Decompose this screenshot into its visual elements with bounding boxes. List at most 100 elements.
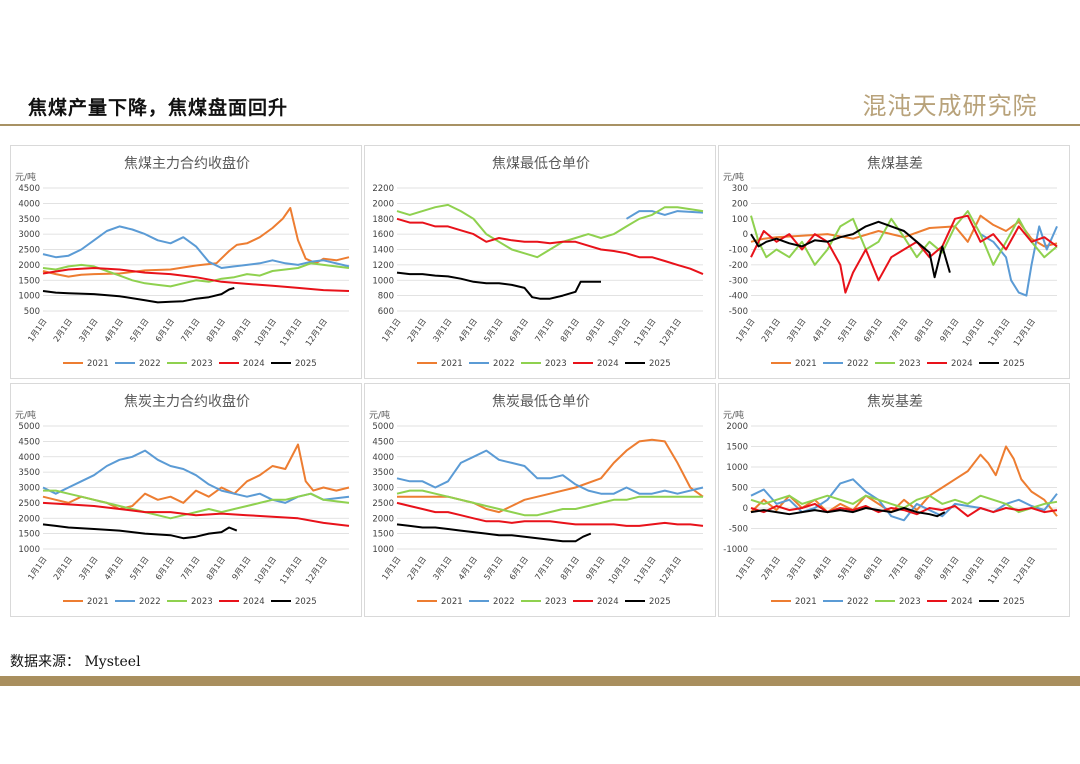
x-tick-label: 8月1日 bbox=[205, 317, 227, 344]
legend-label-2023: 2023 bbox=[899, 597, 921, 607]
y-tick-label: 4000 bbox=[18, 199, 40, 209]
x-tick-label: 4月1日 bbox=[103, 317, 125, 344]
x-tick-label: 6月1日 bbox=[154, 317, 176, 344]
y-tick-label: 3000 bbox=[18, 230, 40, 240]
legend-label-2021: 2021 bbox=[87, 597, 109, 607]
x-tick-label: 6月1日 bbox=[862, 317, 884, 344]
series-line-2021 bbox=[397, 438, 704, 514]
y-tick-label: -500 bbox=[729, 307, 748, 317]
brand-logo: 混沌天成研究院 bbox=[863, 92, 1037, 120]
chart-grid: 焦煤主力合约收盘价 元/吨 500 1000 1500 2000 2500 3000 3500 4… bbox=[10, 145, 1072, 619]
x-tick-label: 9月1日 bbox=[584, 555, 606, 582]
x-tick-label: 2月1日 bbox=[406, 317, 428, 344]
y-tick-label: 1400 bbox=[372, 246, 394, 256]
y-tick-label: -100 bbox=[729, 246, 748, 256]
x-tick-label: 10月1日 bbox=[607, 555, 632, 586]
x-tick-label: 12月1日 bbox=[1012, 317, 1037, 348]
x-tick-label: 2月1日 bbox=[406, 555, 428, 582]
legend-label-2025: 2025 bbox=[295, 359, 317, 369]
legend-label-2025: 2025 bbox=[649, 359, 671, 369]
legend-label-2022: 2022 bbox=[493, 359, 515, 369]
chart-coke-futures: 焦炭主力合约收盘价 元/吨 1000 1500 2000 2500 3000 3500 4000… bbox=[10, 383, 362, 617]
y-tick-label: 5000 bbox=[18, 422, 40, 432]
series-line-2025 bbox=[750, 507, 946, 518]
y-tick-label: 4500 bbox=[372, 437, 394, 447]
y-tick-label: 1000 bbox=[18, 545, 40, 555]
y-tick-label: 3500 bbox=[18, 468, 40, 478]
x-tick-label: 4月1日 bbox=[811, 317, 833, 344]
y-unit-label: 元/吨 bbox=[369, 409, 390, 421]
chart-title: 焦炭基差 bbox=[867, 393, 923, 410]
chart-title: 焦炭最低仓单价 bbox=[492, 394, 590, 410]
x-tick-label: 7月1日 bbox=[179, 555, 201, 582]
chart-coking-coal-futures: 焦煤主力合约收盘价 元/吨 500 1000 1500 2000 2500 3000 3500 4… bbox=[10, 145, 362, 379]
x-tick-label: 8月1日 bbox=[913, 555, 935, 582]
series-line-2025 bbox=[42, 523, 238, 540]
series-line-2025 bbox=[42, 286, 235, 304]
x-tick-label: 5月1日 bbox=[482, 555, 504, 582]
chart-coking-coal-warrant: 焦煤最低仓单价 600 800 1000 1200 1400 1600 1800 2000 220… bbox=[364, 145, 716, 379]
legend-label-2024: 2024 bbox=[597, 597, 619, 607]
x-tick-label: 5月1日 bbox=[482, 317, 504, 344]
x-tick-label: 6月1日 bbox=[508, 555, 530, 582]
legend-label-2022: 2022 bbox=[847, 359, 869, 369]
x-tick-label: 10月1日 bbox=[253, 317, 278, 348]
x-tick-label: 11月1日 bbox=[278, 555, 303, 586]
y-tick-label: 800 bbox=[378, 292, 394, 302]
series-line-2024 bbox=[42, 501, 350, 527]
y-tick-label: 4500 bbox=[18, 437, 40, 447]
data-source: 数据来源： Mysteel bbox=[10, 654, 141, 670]
x-tick-label: 3月1日 bbox=[431, 317, 453, 344]
y-tick-label: 200 bbox=[732, 199, 748, 209]
x-tick-label: 1月1日 bbox=[734, 317, 756, 344]
x-tick-label: 7月1日 bbox=[179, 317, 201, 344]
x-tick-label: 8月1日 bbox=[205, 555, 227, 582]
y-tick-label: 500 bbox=[732, 484, 748, 494]
series-line-2021 bbox=[750, 445, 1058, 517]
y-tick-label: 600 bbox=[378, 307, 394, 317]
x-tick-label: 7月1日 bbox=[887, 317, 909, 344]
legend-label-2022: 2022 bbox=[139, 359, 161, 369]
x-tick-label: 11月1日 bbox=[632, 555, 657, 586]
y-unit-label: 元/吨 bbox=[723, 171, 744, 183]
x-tick-label: 3月1日 bbox=[785, 555, 807, 582]
y-tick-label: 1800 bbox=[372, 215, 394, 225]
legend-label-2024: 2024 bbox=[597, 359, 619, 369]
x-tick-label: 2月1日 bbox=[760, 555, 782, 582]
x-tick-label: 1月1日 bbox=[734, 555, 756, 582]
series-line-2024 bbox=[396, 501, 704, 527]
y-tick-label: 1000 bbox=[372, 276, 394, 286]
y-tick-label: -300 bbox=[729, 276, 748, 286]
y-tick-label: 5000 bbox=[372, 422, 394, 432]
series-line-2022 bbox=[42, 225, 350, 269]
legend-label-2021: 2021 bbox=[795, 597, 817, 607]
series-line-2023 bbox=[750, 210, 1058, 266]
legend-label-2022: 2022 bbox=[847, 597, 869, 607]
y-unit-label: 元/吨 bbox=[15, 171, 36, 183]
x-tick-label: 6月1日 bbox=[508, 317, 530, 344]
y-tick-label: 4000 bbox=[18, 453, 40, 463]
x-tick-label: 3月1日 bbox=[431, 555, 453, 582]
x-tick-label: 4月1日 bbox=[457, 555, 479, 582]
x-tick-label: 5月1日 bbox=[128, 555, 150, 582]
y-tick-label: 0 bbox=[743, 504, 748, 514]
y-tick-label: 3000 bbox=[372, 484, 394, 494]
legend-label-2021: 2021 bbox=[795, 359, 817, 369]
y-tick-label: 1000 bbox=[18, 292, 40, 302]
y-tick-label: 1500 bbox=[18, 530, 40, 540]
x-tick-label: 1月1日 bbox=[26, 555, 48, 582]
chart-title: 焦煤基差 bbox=[867, 155, 923, 172]
y-tick-label: 1000 bbox=[372, 545, 394, 555]
x-tick-label: 9月1日 bbox=[230, 555, 252, 582]
x-tick-label: 5月1日 bbox=[128, 317, 150, 344]
x-tick-label: 1月1日 bbox=[380, 317, 402, 344]
x-tick-label: 5月1日 bbox=[836, 317, 858, 344]
x-tick-label: 9月1日 bbox=[230, 317, 252, 344]
x-tick-label: 4月1日 bbox=[457, 317, 479, 344]
footer-bar bbox=[0, 676, 1080, 686]
chart-title: 焦煤最低仓单价 bbox=[492, 156, 590, 172]
legend-label-2024: 2024 bbox=[243, 359, 265, 369]
x-tick-label: 3月1日 bbox=[785, 317, 807, 344]
y-tick-label: 2500 bbox=[18, 499, 40, 509]
y-tick-label: 2000 bbox=[18, 261, 40, 271]
